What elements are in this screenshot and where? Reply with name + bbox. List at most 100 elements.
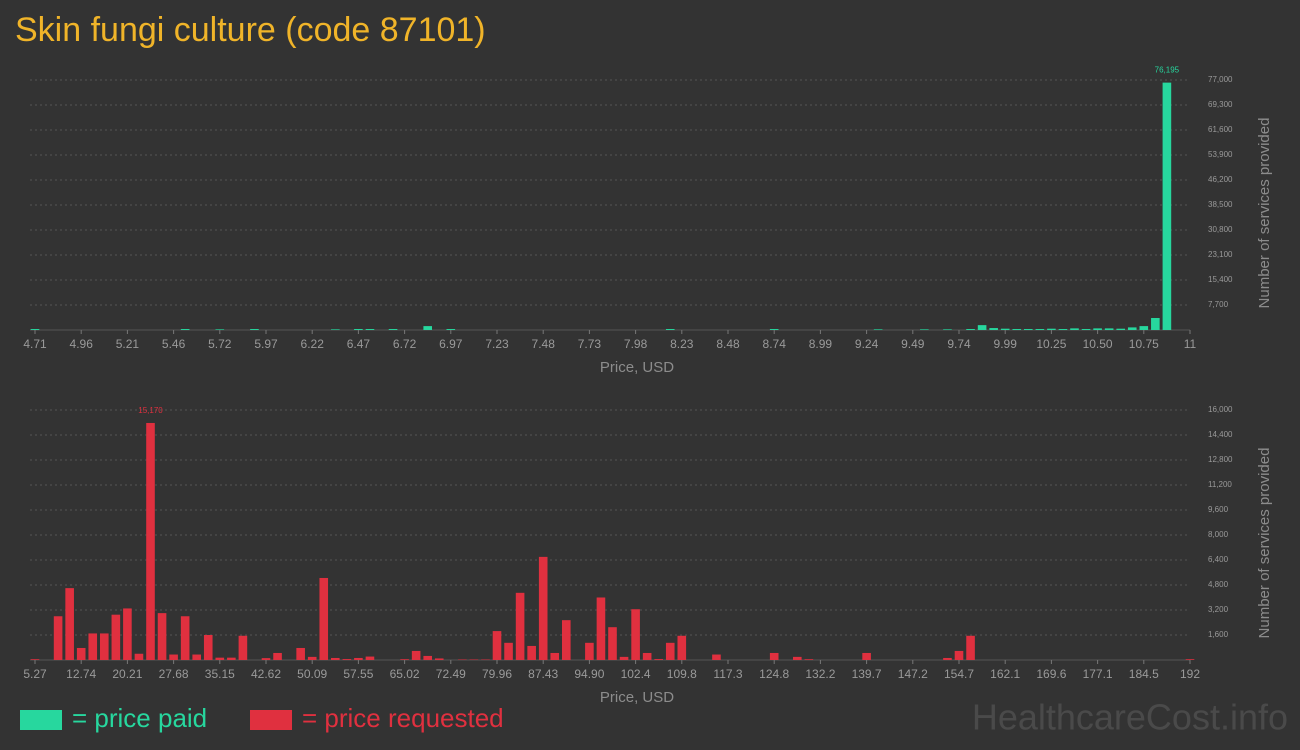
- x-tick-label: 50.09: [297, 667, 327, 681]
- bar: [1139, 326, 1149, 330]
- x-tick-label: 5.27: [23, 667, 47, 681]
- legend-label: = price paid: [72, 703, 207, 733]
- bar: [319, 577, 329, 660]
- bar: [354, 329, 363, 330]
- bar: [966, 635, 975, 660]
- bar: [954, 650, 964, 660]
- y-tick-label: 11,200: [1208, 480, 1232, 489]
- x-tick-label: 117.3: [713, 667, 742, 681]
- bar: [654, 659, 663, 660]
- x-tick-label: 12.74: [66, 667, 96, 681]
- bar: [1127, 327, 1137, 330]
- bar: [111, 614, 121, 660]
- x-tick-label: 5.46: [162, 337, 186, 351]
- bar: [804, 659, 814, 660]
- bar: [1070, 328, 1079, 330]
- x-tick-label: 10.75: [1129, 337, 1159, 351]
- x-tick-label: 7.98: [624, 337, 648, 351]
- bar: [550, 652, 560, 660]
- y-axis-label: Number of services provided: [1256, 448, 1273, 639]
- x-tick-label: 7.48: [532, 337, 556, 351]
- x-tick-label: 8.74: [763, 337, 787, 351]
- x-tick-label: 4.71: [23, 337, 47, 351]
- bar: [307, 656, 317, 660]
- x-tick-label: 169.6: [1036, 667, 1066, 681]
- bar: [1035, 329, 1045, 330]
- bar: [1081, 329, 1091, 330]
- bar: [423, 326, 432, 330]
- bar: [515, 592, 525, 660]
- x-tick-label: 10.50: [1083, 337, 1113, 351]
- bar: [538, 556, 548, 660]
- x-tick-label: 6.97: [439, 337, 463, 351]
- watermark: HealthcareCost.info: [972, 697, 1288, 738]
- bar: [1116, 328, 1125, 330]
- x-tick-label: 94.90: [574, 667, 604, 681]
- x-tick-label: 7.73: [578, 337, 602, 351]
- bar: [1012, 329, 1022, 330]
- bar: [677, 635, 687, 660]
- bar: [169, 654, 178, 660]
- bar: [227, 657, 236, 660]
- bar: [665, 329, 675, 330]
- x-tick-label: 154.7: [944, 667, 974, 681]
- x-tick-label: 124.8: [759, 667, 789, 681]
- bar: [769, 329, 779, 330]
- y-tick-label: 6,400: [1208, 555, 1229, 564]
- bar: [1093, 328, 1102, 330]
- x-tick-label: 102.4: [621, 667, 651, 681]
- bar: [123, 608, 132, 660]
- bar: [642, 652, 652, 660]
- bar: [238, 635, 248, 660]
- bar: [1104, 328, 1114, 330]
- bar: [943, 657, 952, 660]
- x-tick-label: 4.96: [70, 337, 94, 351]
- y-tick-label: 8,000: [1208, 530, 1229, 539]
- x-tick-label: 5.72: [208, 337, 232, 351]
- bar: [146, 422, 155, 660]
- bar: [180, 616, 190, 660]
- bar: [608, 627, 617, 660]
- x-tick-label: 9.49: [901, 337, 925, 351]
- bar: [769, 652, 779, 660]
- y-tick-label: 53,900: [1208, 150, 1233, 159]
- x-tick-label: 20.21: [112, 667, 142, 681]
- x-tick-label: 72.49: [436, 667, 466, 681]
- bar: [989, 328, 998, 330]
- bar: [250, 329, 259, 330]
- bar: [596, 597, 606, 660]
- y-tick-label: 61,600: [1208, 125, 1233, 134]
- bar: [76, 647, 86, 660]
- chart-title: Skin fungi culture (code 87101): [15, 11, 486, 49]
- y-tick-label: 15,400: [1208, 275, 1233, 284]
- y-tick-label: 16,000: [1208, 405, 1233, 414]
- y-tick-label: 3,200: [1208, 605, 1229, 614]
- x-tick-label: 8.48: [716, 337, 740, 351]
- x-tick-label: 192: [1180, 667, 1200, 681]
- x-tick-label: 147.2: [898, 667, 928, 681]
- bar: [331, 657, 340, 660]
- bar: [446, 329, 456, 330]
- y-tick-label: 77,000: [1208, 75, 1233, 84]
- bar: [296, 647, 305, 660]
- bar: [977, 325, 987, 330]
- x-axis-label: Price, USD: [600, 359, 674, 376]
- x-tick-label: 8.99: [809, 337, 833, 351]
- x-tick-label: 11: [1184, 337, 1197, 351]
- x-tick-label: 7.23: [485, 337, 509, 351]
- x-tick-label: 6.22: [301, 337, 325, 351]
- bar: [331, 329, 340, 330]
- bar: [1058, 329, 1068, 330]
- bar: [631, 609, 640, 660]
- x-tick-label: 35.15: [205, 667, 235, 681]
- y-tick-label: 38,500: [1208, 200, 1233, 209]
- bar: [1024, 329, 1033, 330]
- bar: [1151, 317, 1160, 330]
- x-tick-label: 10.25: [1036, 337, 1066, 351]
- bar: [88, 633, 98, 660]
- y-tick-label: 1,600: [1208, 630, 1229, 639]
- legend-swatch: [20, 710, 62, 730]
- y-tick-label: 12,800: [1208, 455, 1233, 464]
